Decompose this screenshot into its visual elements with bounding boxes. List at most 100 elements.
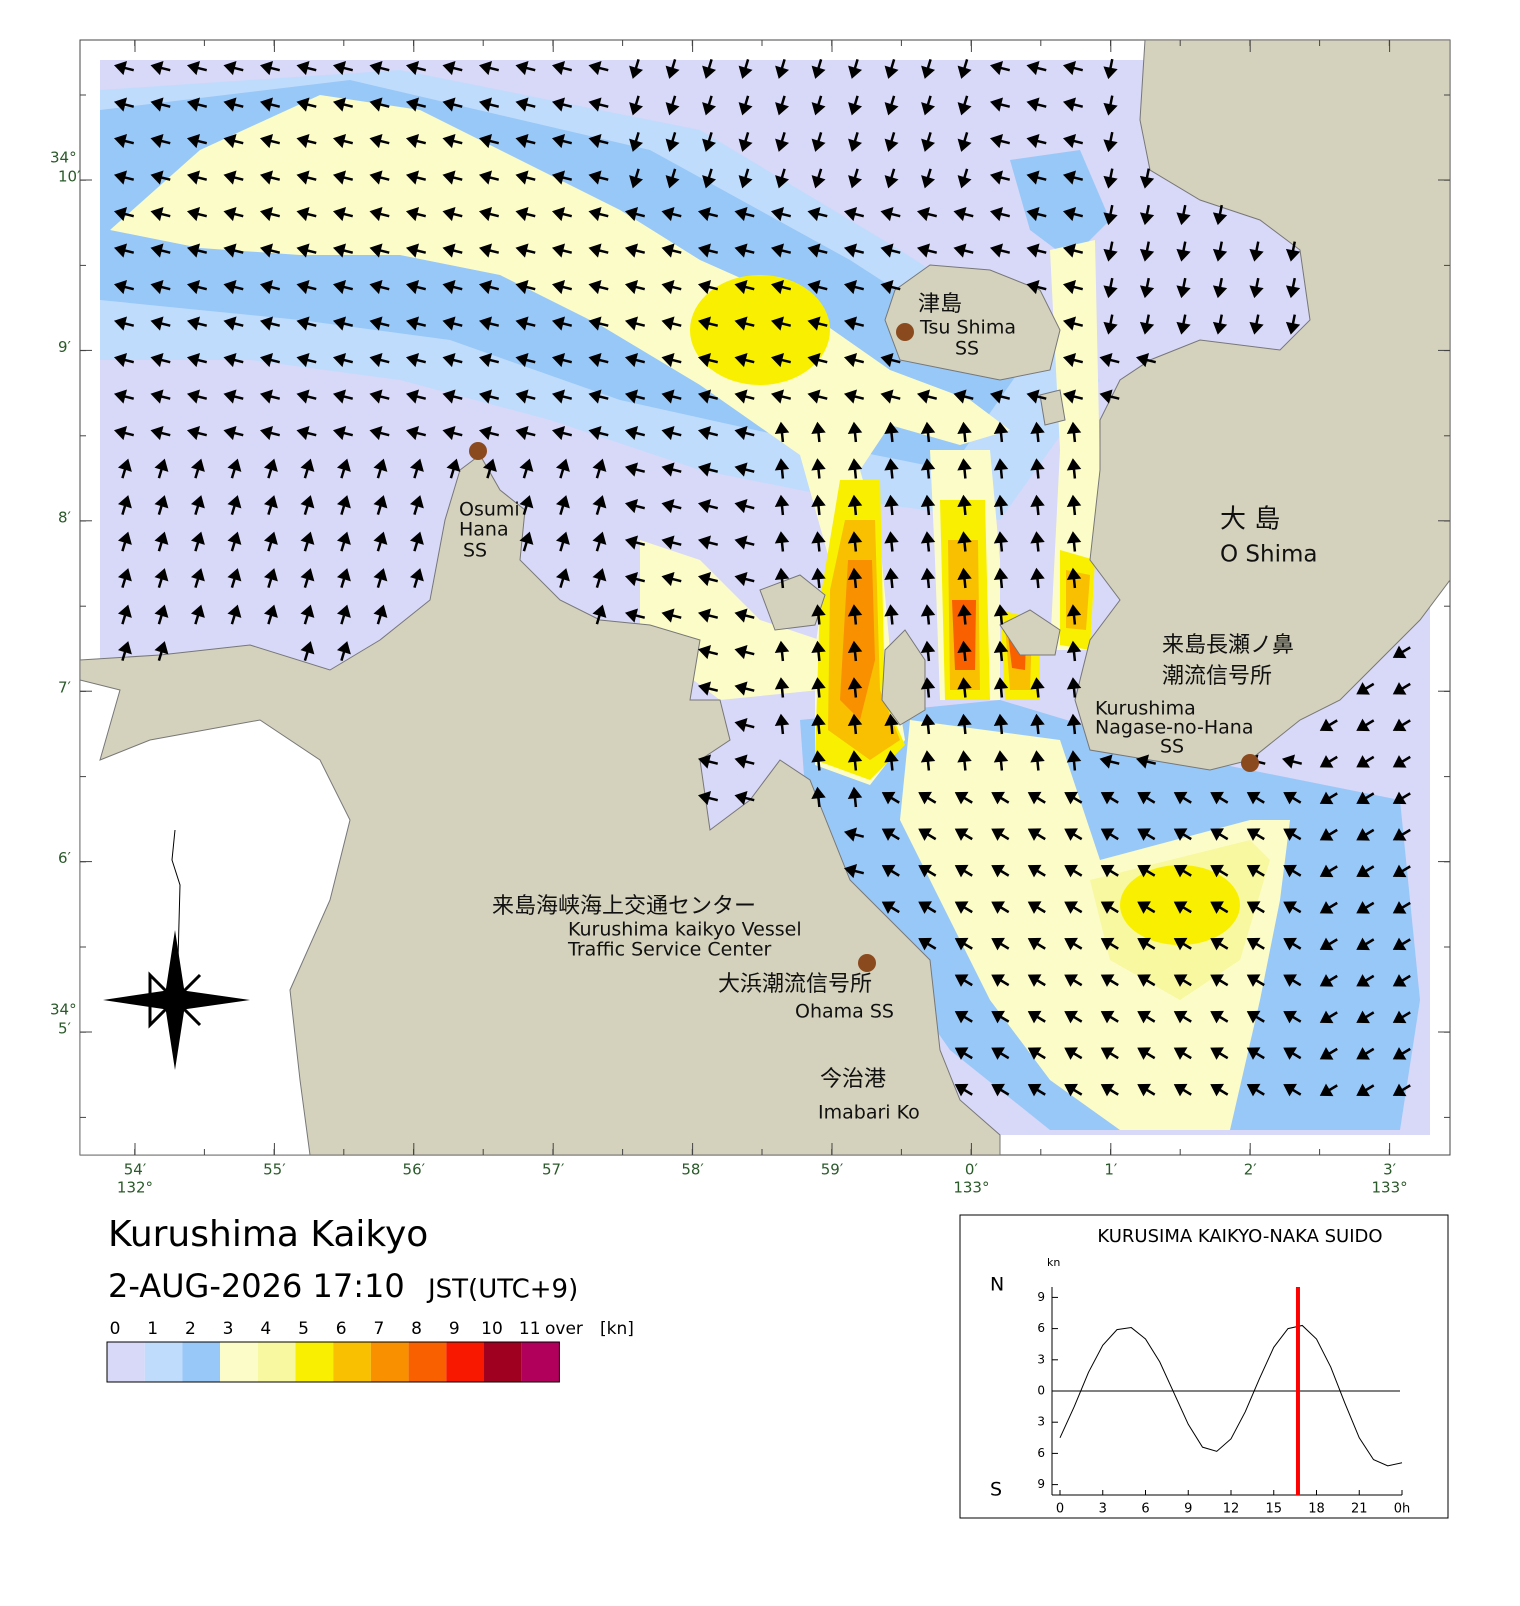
current-arrow <box>738 95 753 116</box>
place-label: 津島 <box>918 292 962 317</box>
current-arrow <box>1249 277 1264 299</box>
current-arrow <box>811 458 826 479</box>
current-arrow <box>1100 864 1119 878</box>
current-arrow <box>1137 864 1156 878</box>
current-arrow <box>734 608 755 623</box>
y-tick-label: 3 <box>1037 1352 1045 1366</box>
current-arrow <box>1030 750 1045 771</box>
current-arrow <box>1064 1047 1083 1060</box>
place-label: Osumi <box>459 499 520 521</box>
current-arrow <box>223 426 244 441</box>
current-arrow <box>843 207 865 222</box>
legend-label: 5 <box>298 1319 309 1339</box>
current-arrow <box>551 243 573 258</box>
current-arrow <box>843 864 865 879</box>
current-arrow <box>190 604 205 625</box>
current-arrow <box>734 718 755 733</box>
current-arrow <box>734 499 755 514</box>
current-arrow <box>957 713 972 735</box>
current-arrow <box>1176 277 1191 299</box>
current-arrow <box>697 316 719 331</box>
place-label: 来島海峡海上交通センター <box>492 894 756 919</box>
current-arrow <box>551 426 573 441</box>
current-arrow <box>336 641 351 661</box>
current-arrow <box>478 134 500 149</box>
current-arrow <box>843 280 865 295</box>
current-arrow <box>697 207 719 222</box>
current-arrow <box>702 132 717 152</box>
current-arrow <box>738 168 753 189</box>
current-arrow <box>774 713 790 735</box>
current-arrow <box>1100 1010 1119 1024</box>
current-arrow <box>336 531 351 552</box>
current-arrow <box>1103 241 1118 262</box>
lat-label: 5′ <box>58 1020 72 1038</box>
current-arrow <box>1356 974 1375 987</box>
current-arrow <box>1100 791 1119 805</box>
current-arrow <box>1356 791 1375 805</box>
current-arrow <box>847 421 863 443</box>
current-arrow <box>957 750 972 771</box>
current-arrow <box>991 791 1010 805</box>
current-arrow <box>227 458 242 479</box>
current-arrow <box>373 495 388 515</box>
y-tick-label: 3 <box>1037 1415 1045 1429</box>
current-arrow <box>993 677 1009 698</box>
current-arrow <box>150 61 171 76</box>
current-arrow <box>1319 864 1338 878</box>
current-arrow <box>1062 389 1084 404</box>
current-arrow <box>697 462 719 477</box>
current-arrow <box>442 426 463 441</box>
current-arrow <box>1246 1083 1265 1097</box>
current-arrow <box>629 132 644 152</box>
land <box>80 40 1450 1155</box>
current-arrow <box>369 207 390 222</box>
current-arrow <box>954 937 973 951</box>
current-arrow <box>1026 134 1047 149</box>
current-arrow <box>734 243 755 258</box>
current-arrow <box>1030 677 1045 698</box>
current-arrow <box>442 134 463 149</box>
current-arrow <box>770 243 792 258</box>
current-arrow <box>1137 937 1156 951</box>
current-arrow <box>551 353 573 368</box>
legend-swatch <box>333 1342 371 1382</box>
current-arrow <box>296 389 317 404</box>
current-arrow <box>1210 1083 1229 1097</box>
speed-field <box>100 70 1420 1130</box>
current-arrow <box>920 494 936 516</box>
current-arrow <box>117 604 132 625</box>
current-arrow <box>1100 974 1119 987</box>
current-arrow <box>259 207 281 222</box>
current-arrow <box>519 531 534 552</box>
current-arrow <box>300 531 315 552</box>
lon-label: 3′ <box>1383 1161 1397 1179</box>
current-arrow <box>150 243 171 258</box>
current-arrow <box>373 531 388 552</box>
current-arrow <box>770 316 792 331</box>
current-arrow <box>154 531 169 552</box>
current-arrow <box>117 641 132 661</box>
current-arrow <box>1066 750 1082 771</box>
current-arrow <box>1100 937 1119 951</box>
current-arrow <box>369 61 390 76</box>
current-arrow <box>847 458 863 479</box>
current-arrow <box>843 389 865 404</box>
current-arrow <box>588 97 609 112</box>
current-arrow <box>1137 1083 1156 1097</box>
current-arrow <box>186 97 208 112</box>
current-arrow <box>150 134 171 149</box>
lat-label: 8′ <box>58 508 72 526</box>
legend-label: 3 <box>223 1319 234 1339</box>
legend-swatch <box>370 1342 409 1382</box>
current-arrow <box>405 170 427 185</box>
current-arrow <box>592 568 607 588</box>
y-tick-label: 6 <box>1037 1321 1045 1335</box>
current-arrow <box>957 458 972 479</box>
current-arrow <box>884 750 899 771</box>
current-arrow <box>1027 974 1046 987</box>
current-arrow <box>629 168 644 189</box>
current-arrow <box>409 568 424 588</box>
current-arrow <box>154 458 169 479</box>
current-arrow <box>223 61 244 76</box>
